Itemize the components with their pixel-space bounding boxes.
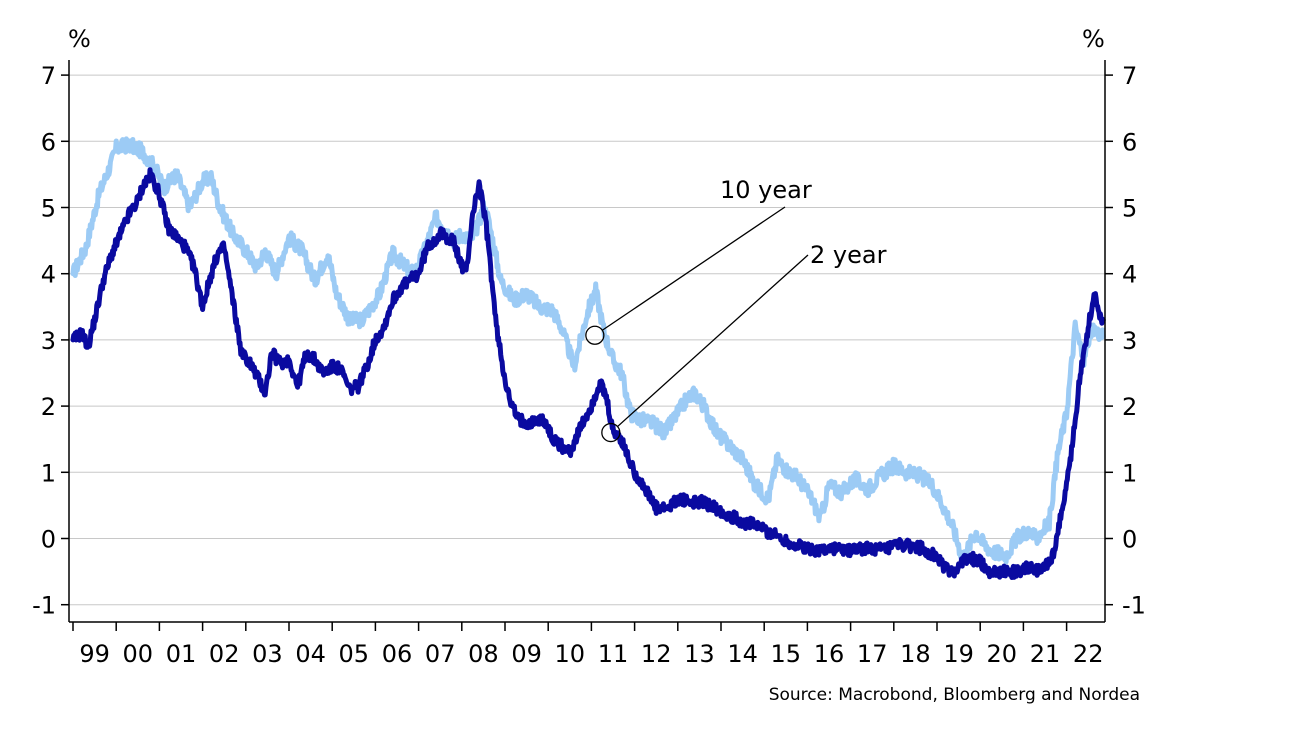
x-tick-label: 99 xyxy=(79,640,110,668)
x-tick-label: 02 xyxy=(209,640,240,668)
x-tick-label: 14 xyxy=(727,640,758,668)
x-tick-label: 13 xyxy=(684,640,715,668)
annotation-leader-line xyxy=(617,254,809,428)
y-tick-label-right: 7 xyxy=(1122,62,1137,90)
x-tick-label: 03 xyxy=(252,640,283,668)
x-tick-label: 10 xyxy=(555,640,586,668)
annotation-marker-circle xyxy=(585,325,605,345)
x-tick-label: 04 xyxy=(295,640,326,668)
x-tick-label: 07 xyxy=(425,640,456,668)
y-tick-label-right: -1 xyxy=(1122,592,1146,620)
x-tick-label: 17 xyxy=(857,640,888,668)
right-unit-label: % xyxy=(1082,25,1105,53)
x-tick-label: 19 xyxy=(943,640,974,668)
source-note: Source: Macrobond, Bloomberg and Nordea xyxy=(769,685,1140,705)
y-tick-label-left: 7 xyxy=(41,62,56,90)
x-tick-label: 12 xyxy=(641,640,672,668)
x-tick-label: 05 xyxy=(339,640,370,668)
x-tick-label: 21 xyxy=(1030,640,1061,668)
series-2-year-line xyxy=(70,167,1106,580)
y-tick-label-left: 5 xyxy=(41,195,56,223)
annotations: 10 year 2 year xyxy=(585,176,887,443)
series-lines xyxy=(70,136,1106,580)
y-tick-label-right: 4 xyxy=(1122,261,1137,289)
annotation-label: 2 year xyxy=(810,241,887,269)
y-tick-label-right: 5 xyxy=(1122,195,1137,223)
y-tick-label-left: 1 xyxy=(41,459,56,487)
y-tick-label-right: 6 xyxy=(1122,128,1137,156)
x-tick-label: 15 xyxy=(771,640,802,668)
y-tick-label-right: 2 xyxy=(1122,393,1137,421)
y-tick-label-left: -1 xyxy=(32,592,56,620)
x-tick-label: 01 xyxy=(166,640,197,668)
annotation-leader-line xyxy=(601,206,786,331)
y-tick-label-left: 4 xyxy=(41,261,56,289)
y-tick-label-left: 2 xyxy=(41,393,56,421)
y-tick-label-right: 3 xyxy=(1122,327,1137,355)
axes xyxy=(68,60,1106,623)
y-ticks: -1 -1 0 0 1 1 2 2 3 3 4 4 5 5 6 6 7 7 xyxy=(32,62,1146,620)
x-tick-label: 22 xyxy=(1073,640,1104,668)
y-tick-label-right: 1 xyxy=(1122,459,1137,487)
x-tick-label: 16 xyxy=(814,640,845,668)
x-tick-label: 20 xyxy=(987,640,1018,668)
y-tick-label-left: 3 xyxy=(41,327,56,355)
x-tick-label: 18 xyxy=(900,640,931,668)
series-10-year-line xyxy=(70,136,1106,565)
y-tick-label-left: 6 xyxy=(41,128,56,156)
annotation-label: 10 year xyxy=(720,176,812,204)
x-tick-label: 06 xyxy=(382,640,413,668)
x-tick-label: 00 xyxy=(123,640,154,668)
x-tick-label: 09 xyxy=(511,640,542,668)
y-tick-label-left: 0 xyxy=(41,526,56,554)
x-ticks: 99 00 01 02 03 04 05 06 07 08 09 10 11 12 13 14 15 16 17 18… xyxy=(72,622,1104,668)
y-tick-label-right: 0 xyxy=(1122,526,1137,554)
annotation-marker-circle xyxy=(601,422,621,443)
x-tick-label: 08 xyxy=(468,640,499,668)
left-unit-label: % xyxy=(68,25,91,53)
x-tick-label: 11 xyxy=(598,640,629,668)
